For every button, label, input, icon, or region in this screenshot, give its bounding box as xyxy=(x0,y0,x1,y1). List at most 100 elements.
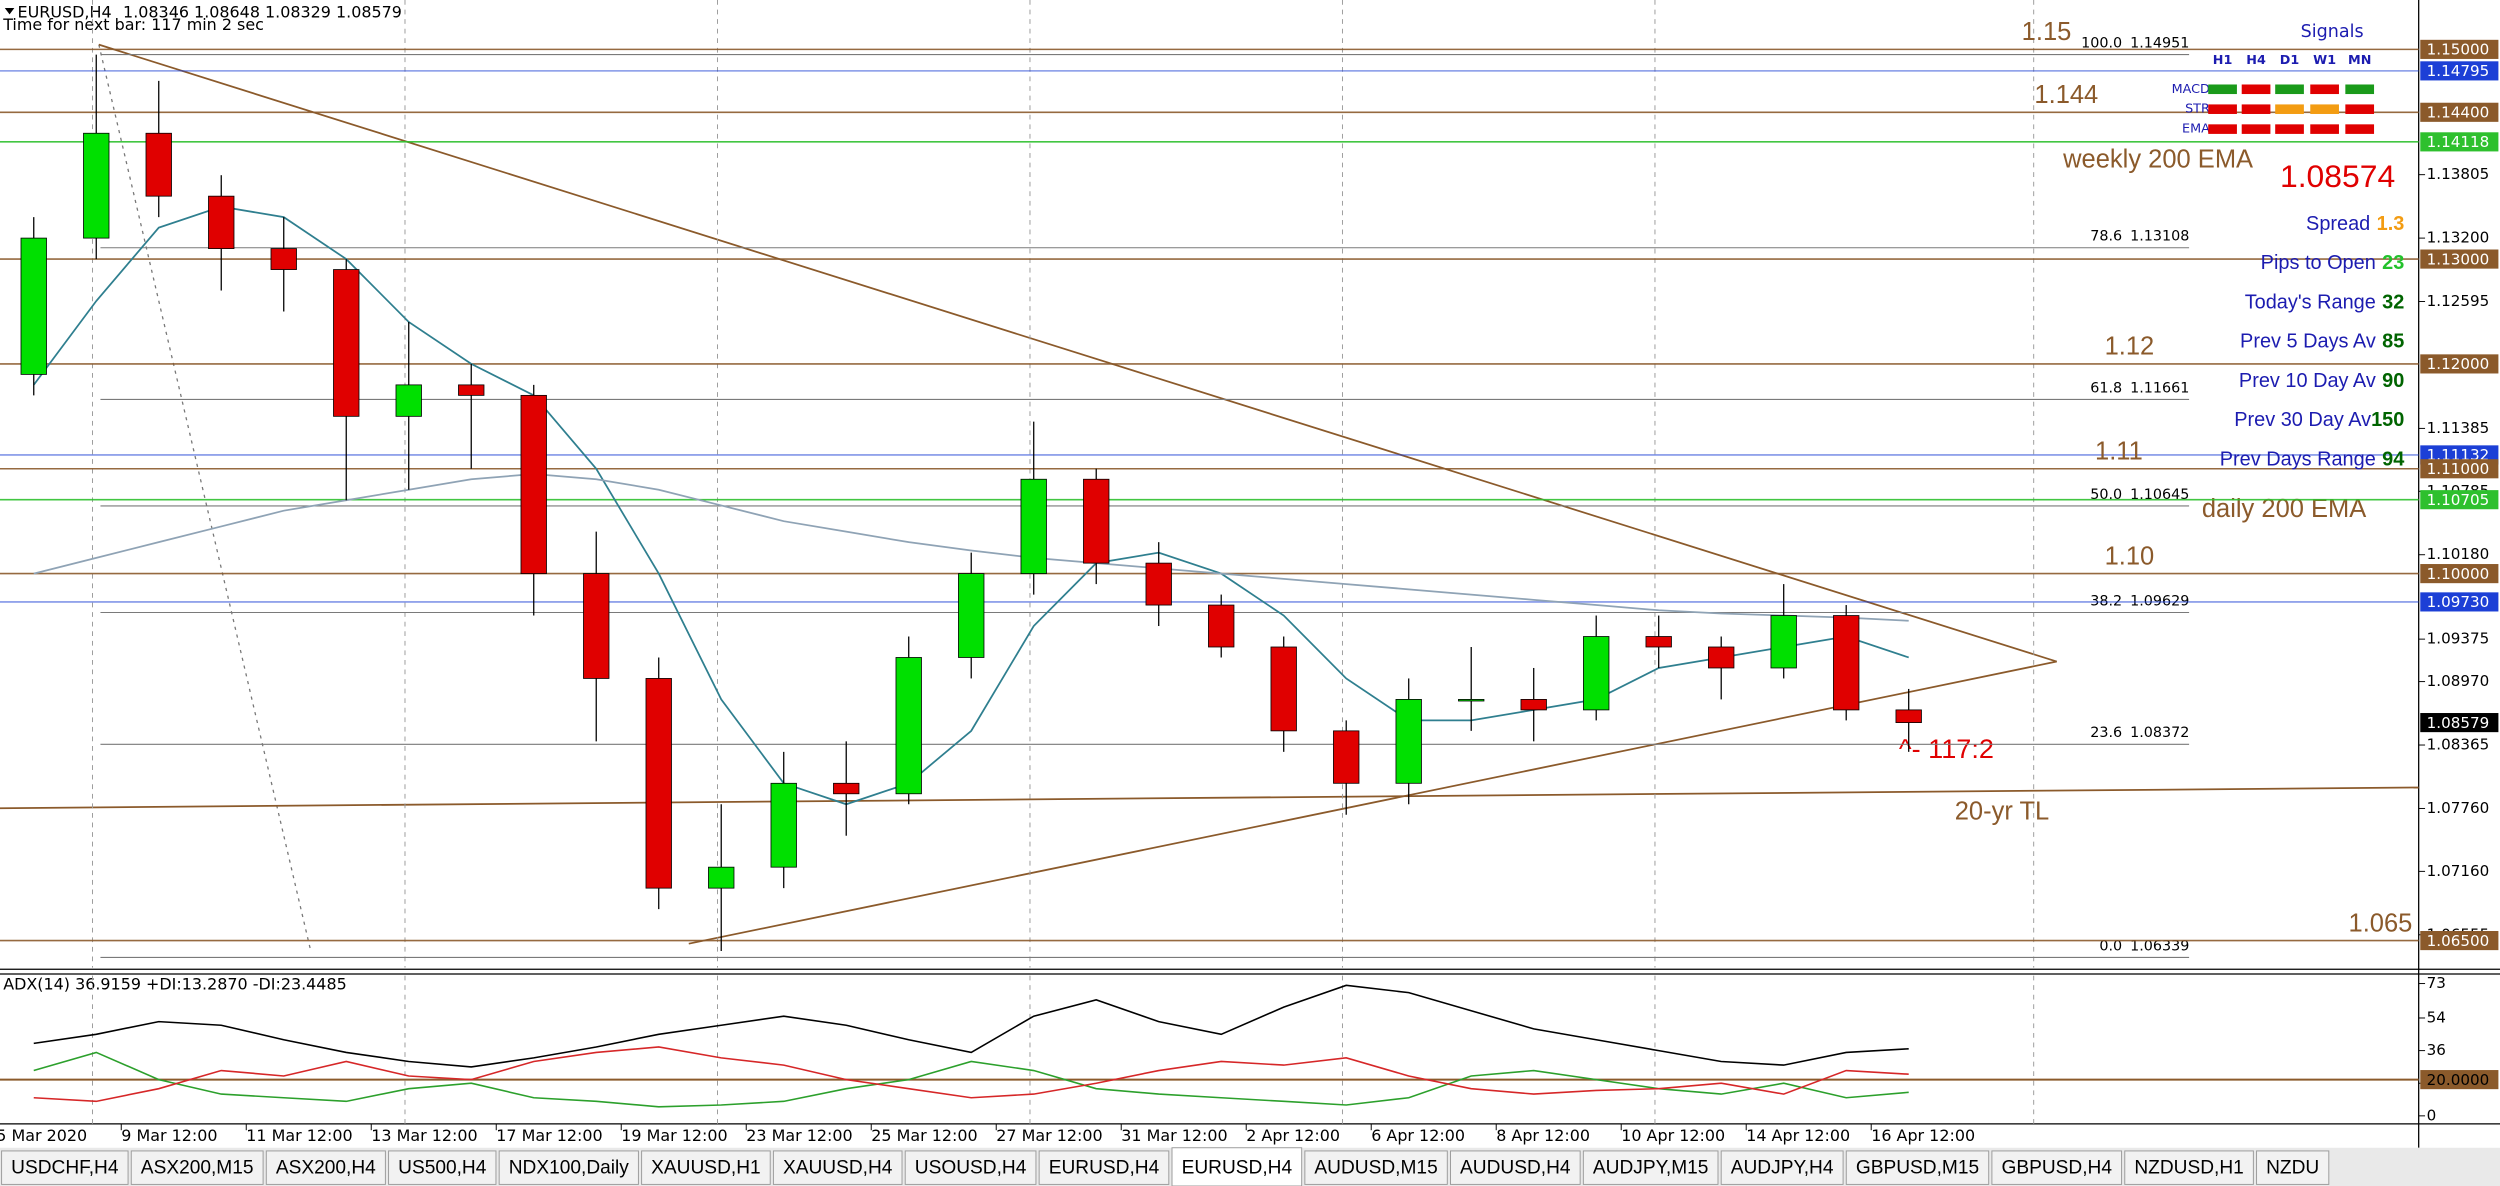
tab[interactable] xyxy=(904,1150,1037,1185)
tab-label[interactable]: AUDJPY,H4 xyxy=(1731,1158,1834,1179)
tab-label[interactable]: EURUSD,H4 xyxy=(1182,1158,1293,1179)
candle-body xyxy=(645,678,672,889)
candle-body xyxy=(1395,699,1422,784)
level-box xyxy=(2420,1070,2499,1090)
tab-label[interactable]: GBPUSD,H4 xyxy=(2001,1158,2112,1179)
y-tick-label: 0 xyxy=(2427,1106,2437,1124)
tab-label[interactable]: EURUSD,H4 xyxy=(1049,1158,1160,1179)
tab-label[interactable]: USOUSD,H4 xyxy=(915,1158,1027,1179)
price-box-label: 1.15000 xyxy=(2427,41,2490,59)
tab[interactable] xyxy=(1304,1150,1448,1185)
candle-body xyxy=(1083,478,1110,564)
candle-body xyxy=(20,237,47,375)
tab-label[interactable]: NZDU xyxy=(2266,1158,2319,1179)
y-tick-label: 1.13805 xyxy=(2427,165,2490,183)
price-box xyxy=(2420,490,2499,510)
signal-cell xyxy=(2310,104,2339,114)
tab-label[interactable]: GBPUSD,M15 xyxy=(1856,1158,1979,1179)
price-box-label: 1.14795 xyxy=(2427,62,2490,80)
x-tick-label: 10 Apr 12:00 xyxy=(1621,1126,1725,1145)
x-tick-label: 9 Mar 12:00 xyxy=(121,1126,217,1145)
fib-price: 1.08372 xyxy=(2130,725,2189,741)
signal-cell xyxy=(2208,124,2237,134)
price-box xyxy=(2420,354,2499,374)
tab[interactable] xyxy=(1,1150,129,1185)
tab-label[interactable]: NZDUSD,H1 xyxy=(2134,1158,2243,1179)
tab-label[interactable]: XAUUSD,H1 xyxy=(651,1158,760,1179)
stat-value: 90 xyxy=(2382,370,2404,392)
candle-body xyxy=(833,782,860,795)
candle-body xyxy=(895,657,922,795)
tab-label[interactable]: XAUUSD,H4 xyxy=(783,1158,893,1179)
signal-cell xyxy=(2241,84,2271,95)
tab-label[interactable]: US500,H4 xyxy=(398,1158,487,1179)
x-tick-label: 16 Apr 12:00 xyxy=(1871,1126,1975,1145)
indicator-line xyxy=(33,984,1909,1068)
signal-row-label: STR xyxy=(2185,102,2210,117)
price-box-label: 1.11000 xyxy=(2427,460,2490,478)
candle-body xyxy=(458,384,485,396)
price-box xyxy=(2420,102,2499,122)
tab-label[interactable]: USDCHF,H4 xyxy=(11,1158,119,1179)
candle-body xyxy=(1458,699,1485,702)
tab[interactable] xyxy=(1845,1150,1990,1185)
x-tick-label: 19 Mar 12:00 xyxy=(621,1126,727,1145)
tab[interactable] xyxy=(498,1150,639,1185)
tab[interactable] xyxy=(1171,1147,1303,1186)
price-box xyxy=(2420,249,2499,269)
signal-cell xyxy=(2275,124,2304,134)
tab[interactable] xyxy=(1450,1150,1581,1185)
menu-arrow[interactable] xyxy=(4,7,15,15)
tab[interactable] xyxy=(1991,1150,2123,1185)
tab[interactable] xyxy=(2124,1150,2254,1185)
candle-body xyxy=(1583,636,1610,711)
tab-label[interactable]: AUDJPY,M15 xyxy=(1593,1158,1709,1179)
signal-cell xyxy=(2241,124,2271,134)
tab[interactable] xyxy=(641,1150,771,1185)
candle-body xyxy=(770,782,797,868)
candle-body xyxy=(1145,562,1172,606)
candle-body xyxy=(208,195,235,249)
x-tick-label: 11 Mar 12:00 xyxy=(246,1126,352,1145)
fib-price: 1.13108 xyxy=(2130,229,2189,245)
signal-column: W1 xyxy=(2313,53,2336,68)
tab-label[interactable]: ASX200,M15 xyxy=(141,1158,254,1179)
candle-body xyxy=(1208,604,1235,648)
tab-label[interactable]: AUDUSD,H4 xyxy=(1460,1158,1571,1179)
tab[interactable] xyxy=(1582,1150,1719,1185)
x-tick-label: 5 Mar 2020 xyxy=(0,1126,87,1145)
tab[interactable] xyxy=(772,1150,903,1185)
open: 1.08346 xyxy=(123,2,189,21)
tab[interactable] xyxy=(1720,1150,1844,1185)
tab[interactable] xyxy=(2256,1150,2330,1185)
stat-label: Pips to Open xyxy=(2261,252,2376,274)
tab[interactable] xyxy=(388,1150,497,1185)
candle-body xyxy=(1520,699,1547,711)
stat-label: Prev Days Range xyxy=(2220,448,2376,470)
level-label: 1.11 xyxy=(2095,438,2143,466)
high: 1.08648 xyxy=(194,2,260,21)
x-tick-label: 17 Mar 12:00 xyxy=(496,1126,602,1145)
trendline xyxy=(98,43,2058,663)
tab-label[interactable]: ASX200,H4 xyxy=(276,1158,376,1179)
y-tick-label: 36 xyxy=(2427,1041,2446,1059)
tab[interactable] xyxy=(265,1150,386,1185)
price-box xyxy=(2420,132,2499,152)
tab[interactable] xyxy=(1038,1150,1170,1185)
candle-body xyxy=(1333,730,1360,784)
tab-label[interactable]: AUDUSD,M15 xyxy=(1314,1158,1437,1179)
x-tick-label: 13 Mar 12:00 xyxy=(371,1126,477,1145)
y-tick-label: 1.11385 xyxy=(2427,419,2490,437)
x-tick-label: 2 Apr 12:00 xyxy=(1246,1126,1340,1145)
tab-label[interactable]: NDX100,Daily xyxy=(509,1158,630,1179)
signal-cell xyxy=(2345,104,2375,114)
timer-note: ^- 117:2 xyxy=(1899,733,1994,764)
price-box-label: 1.10705 xyxy=(2427,491,2490,509)
x-tick-label: 8 Apr 12:00 xyxy=(1496,1126,1590,1145)
y-tick-label: 1.07160 xyxy=(2427,862,2490,880)
tab[interactable] xyxy=(130,1150,264,1185)
candle-body xyxy=(958,573,985,658)
price-box xyxy=(2420,713,2499,733)
trendline-label: 20-yr TL xyxy=(1955,798,2049,826)
dotted-line xyxy=(98,44,312,952)
